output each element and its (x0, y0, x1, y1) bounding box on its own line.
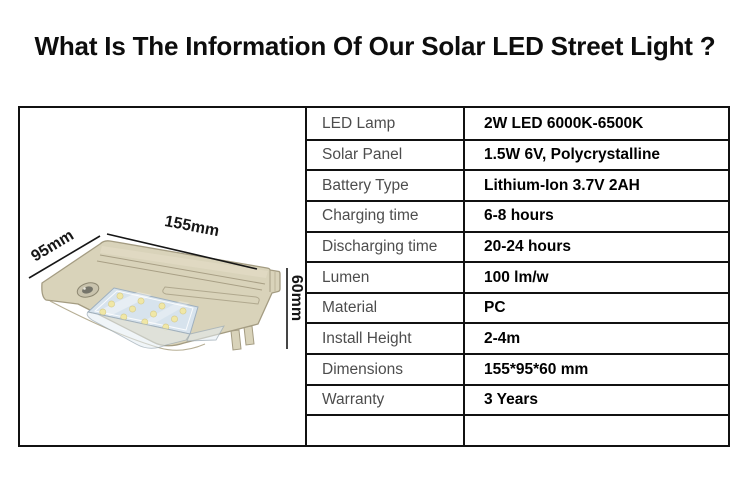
spec-value: 1.5W 6V, Polycrystalline (465, 138, 728, 170)
dimension-height-label: 60mm (288, 275, 305, 321)
lamp-top-band (100, 246, 268, 278)
spec-label: Battery Type (307, 169, 465, 200)
specs-table: 95mm 155mm 60mm LED Lamp 2W LED 6000K-65… (18, 106, 730, 447)
spec-label: Material (307, 291, 465, 323)
led-dots (99, 292, 187, 331)
spec-value: Lithium-Ion 3.7V 2AH (465, 169, 728, 200)
spec-value: 100 lm/w (465, 261, 728, 292)
glass-cover (86, 311, 225, 349)
cover-seam (162, 286, 260, 305)
product-image-cell: 95mm 155mm 60mm (20, 108, 307, 445)
led-panel (86, 287, 199, 335)
spec-value: 2-4m (465, 322, 728, 353)
spec-value: 6-8 hours (465, 199, 728, 231)
spec-value: PC (465, 291, 728, 323)
dimension-width-line (106, 233, 258, 270)
spec-value: 2W LED 6000K-6500K (484, 114, 644, 132)
dimension-depth-label: 95mm (28, 227, 76, 265)
spec-label: Warranty (307, 383, 465, 415)
spec-label: Dimensions (307, 353, 465, 384)
page-title: What Is The Information Of Our Solar LED… (34, 31, 716, 61)
motion-sensor (76, 282, 100, 298)
mounting-tab (269, 270, 276, 292)
spec-value: 20-24 hours (465, 230, 728, 262)
spec-label: Charging time (307, 199, 465, 231)
product-diagram: 95mm 155mm 60mm (28, 213, 305, 351)
spec-label (307, 414, 465, 445)
spec-label: Lumen (307, 261, 465, 292)
spec-value (465, 414, 728, 445)
spec-label: Install Height (307, 322, 465, 354)
dimension-width-label: 155mm (163, 213, 220, 240)
groove-lines (96, 254, 266, 291)
spec-label: LED Lamp (307, 108, 465, 139)
spec-label: Solar Panel (307, 138, 465, 170)
spec-value: 155*95*60 mm (465, 353, 728, 384)
spec-label: Discharging time (307, 230, 465, 262)
dimension-depth-line (28, 235, 101, 279)
spec-value: 3 Years (465, 383, 728, 415)
